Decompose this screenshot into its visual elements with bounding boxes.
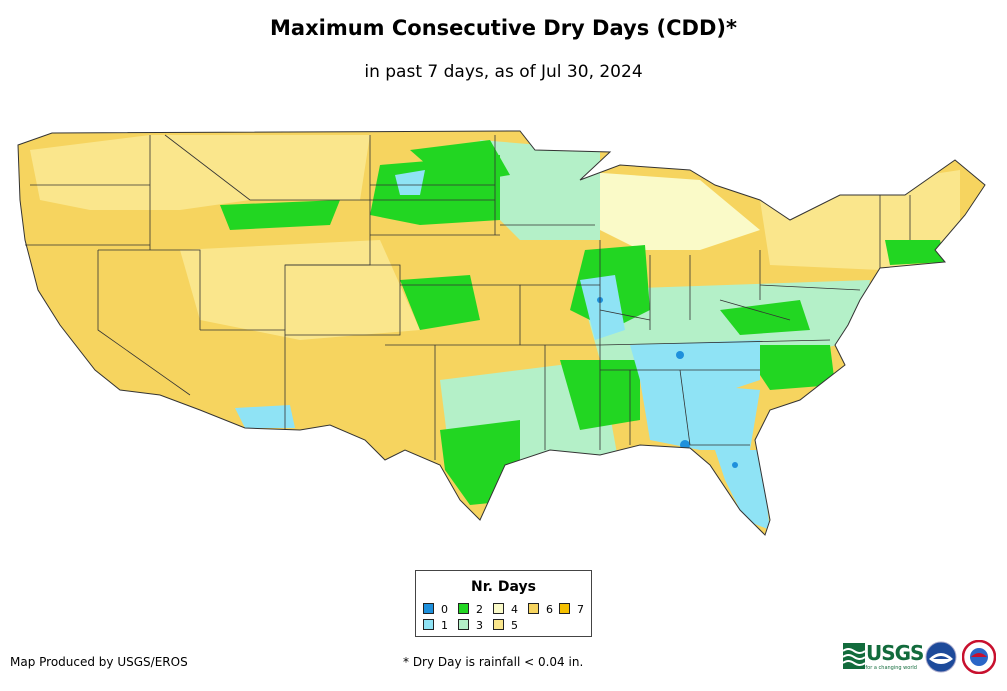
cdd-map xyxy=(17,130,986,536)
region-ohio-valley-3days xyxy=(580,280,870,360)
region-texas-gulf-2days xyxy=(440,420,520,505)
legend-title: Nr. Days xyxy=(471,579,536,595)
legend-label-2: 2 xyxy=(476,603,483,616)
state-boundaries xyxy=(17,130,986,536)
legend-swatch-7 xyxy=(559,603,570,614)
map-credit: Map Produced by USGS/EROS xyxy=(10,655,188,669)
map-subtitle: in past 7 days, as of Jul 30, 2024 xyxy=(364,62,643,82)
dry-day-footnote: * Dry Day is rainfall < 0.04 in. xyxy=(403,655,584,669)
region-0day-2 xyxy=(680,440,690,450)
nws-logo xyxy=(962,640,996,674)
region-0day-3 xyxy=(732,462,738,468)
legend-label-7: 7 xyxy=(577,603,584,616)
legend-label-1: 1 xyxy=(441,619,448,632)
region-virginia-2days xyxy=(720,300,810,335)
region-dakota-1day xyxy=(395,170,425,195)
legend-swatch-0 xyxy=(423,603,434,614)
region-wyoming-2days xyxy=(220,200,340,230)
region-kansas-2days xyxy=(400,275,480,330)
legend-swatch-3 xyxy=(458,619,469,630)
legend-swatch-6 xyxy=(528,603,539,614)
region-georgia-1day xyxy=(640,380,760,450)
region-florida-1day xyxy=(715,450,770,530)
region-minnesota-3days xyxy=(480,140,600,240)
region-missouri-1day xyxy=(580,275,625,340)
region-michigan-4days xyxy=(560,170,760,250)
region-carolina-2days xyxy=(740,345,835,390)
legend-swatch-1 xyxy=(423,619,434,630)
legend-swatch-2 xyxy=(458,603,469,614)
legend-label-3: 3 xyxy=(476,619,483,632)
region-north-dakota-2days xyxy=(410,140,510,185)
map-title: Maximum Consecutive Dry Days (CDD)* xyxy=(270,16,737,40)
legend-swatch-5 xyxy=(493,619,504,630)
region-0day-1 xyxy=(676,351,684,359)
usgs-logo: USGS xyxy=(866,641,924,665)
legend-label-0: 0 xyxy=(441,603,448,616)
region-massachusetts-2days xyxy=(885,240,945,265)
region-montana-5days xyxy=(150,135,370,200)
legend-label-5: 5 xyxy=(511,619,518,632)
usgs-tagline: science for a changing world xyxy=(845,665,917,671)
legend-swatch-4 xyxy=(493,603,504,614)
usgs-wave-icon xyxy=(843,643,865,669)
legend: Nr. Days 0 1 2 3 4 5 6 7 xyxy=(415,570,592,637)
legend-label-4: 4 xyxy=(511,603,518,616)
legend-label-6: 6 xyxy=(546,603,553,616)
region-arizona-1day xyxy=(235,405,295,428)
noaa-logo xyxy=(925,641,957,673)
